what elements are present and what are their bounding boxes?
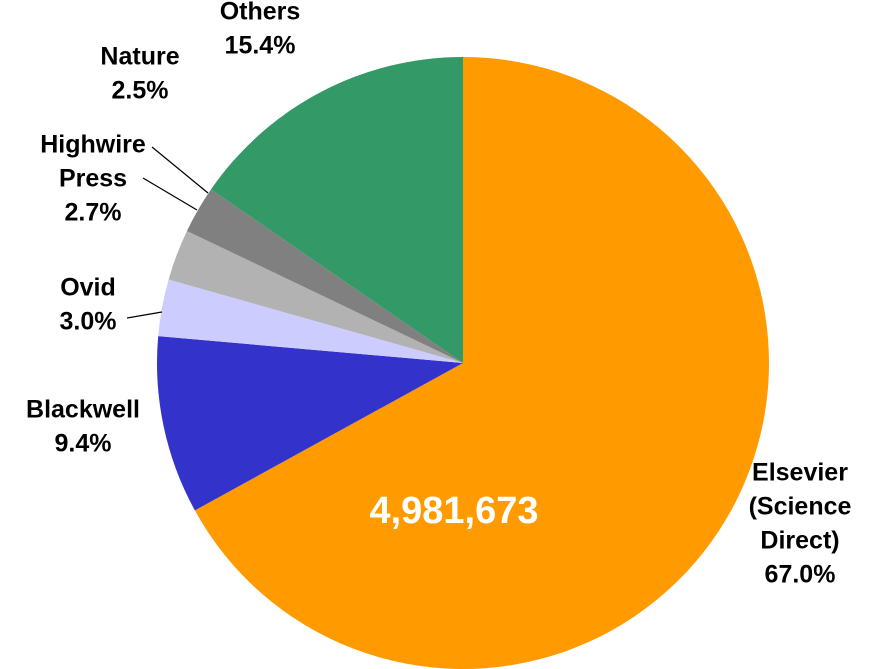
slice-percent-label: 15.4% <box>225 32 296 60</box>
slice-name-label: Direct) <box>760 527 839 555</box>
pie-slice-nature <box>186 189 463 363</box>
slice-name-label: Blackwell <box>26 396 140 424</box>
slice-name-label: Highwire <box>40 131 146 159</box>
slice-name-label: Elsevier <box>752 459 848 487</box>
slice-percent-label: 67.0% <box>765 561 836 589</box>
leader-line <box>126 311 163 319</box>
slice-percent-label: 2.5% <box>112 77 169 105</box>
slice-name-label: (Science <box>749 493 852 521</box>
leader-lines <box>126 146 209 319</box>
slice-name-label: Nature <box>100 43 179 71</box>
pie-slice-others <box>211 57 463 363</box>
leader-line <box>151 146 209 194</box>
pie-slice-highwire-press <box>168 230 463 363</box>
leader-line <box>142 177 198 211</box>
slice-percent-label: 2.7% <box>65 199 122 227</box>
slice-percent-label: 3.0% <box>60 308 117 336</box>
pie-slice-blackwell <box>156 336 464 511</box>
slice-percent-label: 9.4% <box>55 430 112 458</box>
slice-name-label: Others <box>220 0 301 26</box>
slice-name-label: Press <box>59 165 127 193</box>
pie-slice-elsevier-science-direct <box>194 57 769 669</box>
slice-labels: Elsevier (Science Direct) 67.0% Blackwell 9.4… <box>26 0 851 589</box>
slice-name-label: Ovid <box>60 274 116 302</box>
pie-slice-ovid <box>158 279 463 363</box>
center-annotation: 4,981,673 <box>369 490 538 532</box>
pie-slices <box>156 57 769 669</box>
